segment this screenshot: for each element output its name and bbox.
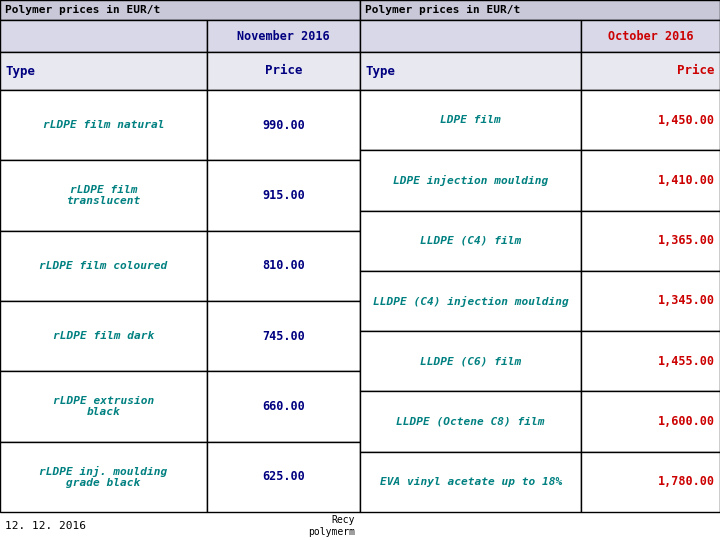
- Bar: [0, 160, 207, 231]
- Text: Polymer prices in EUR/t: Polymer prices in EUR/t: [365, 5, 521, 15]
- Bar: [207, 372, 360, 442]
- Bar: [360, 0, 720, 20]
- Text: rLDPE film natural: rLDPE film natural: [42, 120, 164, 130]
- Bar: [0, 90, 207, 160]
- Text: 1,780.00: 1,780.00: [658, 475, 715, 488]
- Bar: [0, 231, 207, 301]
- Text: 1,365.00: 1,365.00: [658, 234, 715, 247]
- Text: Recy
polymerm: Recy polymerm: [308, 515, 355, 537]
- Bar: [0, 20, 207, 52]
- Text: LDPE injection moulding: LDPE injection moulding: [393, 175, 549, 186]
- Text: 745.00: 745.00: [262, 329, 305, 343]
- Bar: [582, 452, 720, 512]
- Text: 660.00: 660.00: [262, 400, 305, 413]
- Text: 1,455.00: 1,455.00: [658, 355, 715, 368]
- Text: 12. 12. 2016: 12. 12. 2016: [5, 521, 86, 531]
- Text: EVA vinyl acetate up to 18%: EVA vinyl acetate up to 18%: [379, 477, 562, 487]
- Bar: [582, 52, 720, 90]
- Bar: [360, 331, 582, 392]
- Text: 915.00: 915.00: [262, 189, 305, 202]
- Bar: [0, 301, 207, 372]
- Bar: [360, 392, 582, 452]
- Text: 1,600.00: 1,600.00: [658, 415, 715, 428]
- Text: Type: Type: [5, 64, 35, 78]
- Bar: [207, 160, 360, 231]
- Bar: [582, 392, 720, 452]
- Text: 625.00: 625.00: [262, 470, 305, 483]
- Bar: [360, 271, 582, 331]
- Bar: [360, 150, 582, 211]
- Text: Price: Price: [678, 64, 715, 78]
- Bar: [360, 211, 582, 271]
- Bar: [582, 150, 720, 211]
- Bar: [582, 20, 720, 52]
- Text: Polymer prices in EUR/t: Polymer prices in EUR/t: [5, 5, 161, 15]
- Text: Type: Type: [365, 64, 395, 78]
- Text: LDPE film: LDPE film: [441, 115, 501, 125]
- Text: 1,450.00: 1,450.00: [658, 113, 715, 127]
- Text: LLDPE (C6) film: LLDPE (C6) film: [420, 356, 521, 366]
- Text: 810.00: 810.00: [262, 259, 305, 272]
- Text: 1,345.00: 1,345.00: [658, 294, 715, 307]
- Bar: [360, 52, 582, 90]
- Bar: [207, 52, 360, 90]
- Bar: [207, 90, 360, 160]
- Text: 990.00: 990.00: [262, 119, 305, 132]
- Bar: [0, 0, 360, 20]
- Bar: [582, 331, 720, 392]
- Bar: [0, 52, 207, 90]
- Bar: [582, 271, 720, 331]
- Text: LLDPE (C4) injection moulding: LLDPE (C4) injection moulding: [373, 295, 569, 307]
- Text: LLDPE (Octene C8) film: LLDPE (Octene C8) film: [397, 416, 545, 427]
- Bar: [207, 231, 360, 301]
- Bar: [582, 90, 720, 150]
- Text: October 2016: October 2016: [608, 30, 693, 43]
- Bar: [0, 372, 207, 442]
- Bar: [207, 301, 360, 372]
- Text: 1,410.00: 1,410.00: [658, 174, 715, 187]
- Bar: [582, 211, 720, 271]
- Bar: [360, 90, 582, 150]
- Text: Price: Price: [265, 64, 302, 78]
- Bar: [360, 20, 582, 52]
- Text: rLDPE film
translucent: rLDPE film translucent: [66, 185, 140, 206]
- Bar: [207, 442, 360, 512]
- Text: November 2016: November 2016: [237, 30, 330, 43]
- Bar: [207, 20, 360, 52]
- Bar: [0, 442, 207, 512]
- Text: LLDPE (C4) film: LLDPE (C4) film: [420, 236, 521, 246]
- Text: rLDPE inj. moulding
grade black: rLDPE inj. moulding grade black: [40, 465, 168, 488]
- Text: rLDPE film dark: rLDPE film dark: [53, 331, 154, 341]
- Bar: [360, 452, 582, 512]
- Text: rLDPE film coloured: rLDPE film coloured: [40, 261, 168, 271]
- Text: rLDPE extrusion
black: rLDPE extrusion black: [53, 396, 154, 417]
